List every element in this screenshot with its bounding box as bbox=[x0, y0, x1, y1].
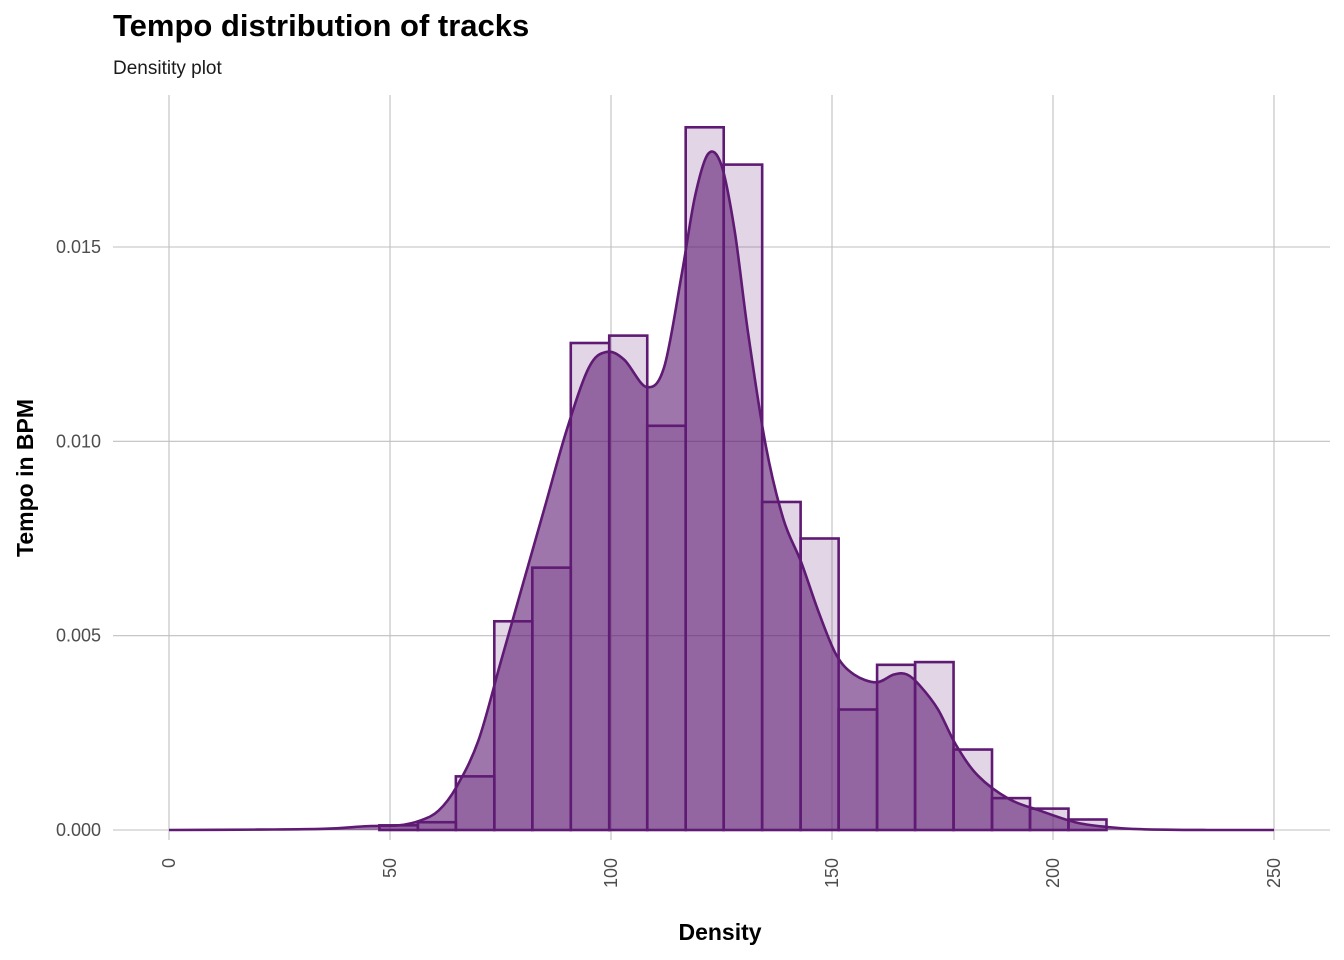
density-area bbox=[169, 151, 1274, 831]
y-tick-label: 0.010 bbox=[56, 431, 101, 451]
tick-labels: 0.000 0.005 0.010 0.015 0 50 100 150 200 250 bbox=[56, 237, 1284, 888]
chart-title: Tempo distribution of tracks bbox=[113, 8, 530, 43]
y-tick-label: 0.005 bbox=[56, 626, 101, 646]
x-tick-label: 0 bbox=[159, 858, 179, 868]
x-tick-label: 200 bbox=[1043, 858, 1063, 888]
y-tick-label: 0.015 bbox=[56, 237, 101, 257]
x-tick-label: 50 bbox=[380, 858, 400, 878]
x-tick-label: 150 bbox=[822, 858, 842, 888]
y-tick-label: 0.000 bbox=[56, 820, 101, 840]
chart-subtitle: Densitity plot bbox=[113, 58, 222, 79]
y-axis-title: Tempo in BPM bbox=[12, 399, 38, 557]
density-curve bbox=[168, 150, 1274, 832]
x-tick-label: 250 bbox=[1264, 858, 1284, 888]
x-axis-title: Density bbox=[678, 919, 761, 945]
density-curve-layer bbox=[168, 150, 1274, 832]
x-tick-label: 100 bbox=[601, 858, 621, 888]
